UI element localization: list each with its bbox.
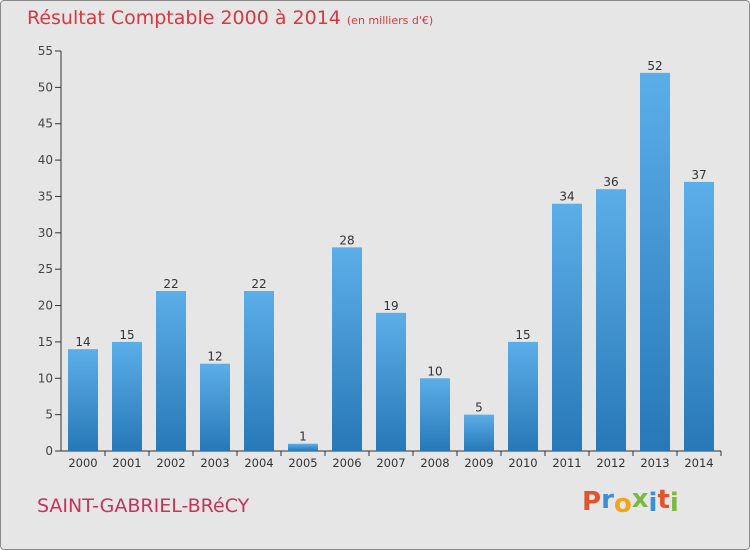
data-label-2012: 36 (603, 175, 618, 189)
x-tick-label: 2012 (596, 456, 625, 470)
bar-2006[interactable] (332, 247, 362, 451)
data-label-2007: 19 (383, 299, 398, 313)
bar-2007[interactable] (376, 312, 406, 451)
title-row: Résultat Comptable 2000 à 2014 (en millie… (27, 7, 433, 29)
y-tick-label: 55 (38, 44, 53, 58)
data-labels: 14 15 22 12 22 1 28 19 10 5 15 34 36 52 37 (75, 59, 706, 444)
x-tick-label: 2010 (508, 456, 537, 470)
bars (68, 72, 714, 452)
y-tick-label: 20 (38, 299, 53, 313)
bar-2001[interactable] (112, 341, 142, 451)
data-label-2004: 22 (251, 277, 266, 291)
bar-2009[interactable] (464, 414, 494, 451)
bar-2005[interactable] (288, 443, 318, 451)
bar-2000[interactable] (68, 349, 98, 451)
x-tick-label: 2004 (244, 456, 273, 470)
x-tick-label: 2006 (332, 456, 361, 470)
bar-2002[interactable] (156, 291, 186, 451)
x-tick-label: 2002 (156, 456, 185, 470)
bar-2003[interactable] (200, 363, 230, 451)
chart-subtitle: (en milliers d'€) (346, 14, 434, 27)
bar-2014[interactable] (684, 181, 714, 451)
bar-2012[interactable] (596, 189, 626, 451)
x-tick-label: 2005 (288, 456, 317, 470)
data-label-2006: 28 (339, 233, 354, 247)
x-tick-label: 2009 (464, 456, 493, 470)
data-label-2008: 10 (427, 364, 442, 378)
brand-letter: i (648, 488, 658, 518)
town-name: SAINT-GABRIEL-BRéCY (37, 495, 250, 517)
y-tick-label: 15 (38, 335, 53, 349)
y-tick-label: 45 (38, 117, 53, 131)
y-tick-label: 10 (38, 371, 53, 385)
bar-2013[interactable] (640, 72, 670, 452)
brand-letter: i (669, 488, 679, 518)
bar-2008[interactable] (420, 378, 450, 451)
y-tick-label: 5 (45, 408, 53, 422)
y-tick-label: 25 (38, 262, 53, 276)
bar-2011[interactable] (552, 203, 582, 451)
x-tick-label: 2000 (68, 456, 97, 470)
data-label-2005: 1 (299, 430, 307, 444)
y-tick-label: 35 (38, 189, 53, 203)
y-axis: 0 5 10 15 20 25 30 35 40 45 50 55 (38, 44, 62, 458)
y-tick-label: 0 (45, 444, 53, 458)
brand-letter: r (601, 485, 614, 515)
x-tick-label: 2007 (376, 456, 405, 470)
y-tick-label: 30 (38, 226, 53, 240)
brand-letter: x (631, 484, 649, 514)
y-tick-label: 40 (38, 153, 53, 167)
data-label-2002: 22 (163, 277, 178, 291)
x-tick-label: 2003 (200, 456, 229, 470)
brand-logo[interactable]: Proxiti (582, 484, 679, 519)
brand-letter: o (613, 489, 632, 519)
data-label-2013: 52 (647, 59, 662, 73)
x-tick-label: 2013 (640, 456, 669, 470)
x-tick-label: 2008 (420, 456, 449, 470)
x-tick-label: 2001 (112, 456, 141, 470)
y-tick-label: 50 (38, 80, 53, 94)
data-label-2009: 5 (475, 401, 483, 415)
data-label-2000: 14 (75, 335, 90, 349)
data-label-2010: 15 (515, 328, 530, 342)
bar-2010[interactable] (508, 341, 538, 451)
x-tick-label: 2011 (552, 456, 581, 470)
brand-letter: t (657, 485, 670, 515)
data-label-2014: 37 (691, 168, 706, 182)
data-label-2003: 12 (207, 350, 222, 364)
chart-title: Résultat Comptable 2000 à 2014 (27, 7, 341, 29)
data-label-2011: 34 (559, 190, 574, 204)
bar-2004[interactable] (244, 291, 274, 451)
x-tick-label: 2014 (684, 456, 713, 470)
brand-letter: P (582, 487, 602, 517)
data-label-2001: 15 (119, 328, 134, 342)
x-axis: 2000 2001 2002 2003 2004 2005 2006 2007 2008 2009… (61, 450, 722, 470)
